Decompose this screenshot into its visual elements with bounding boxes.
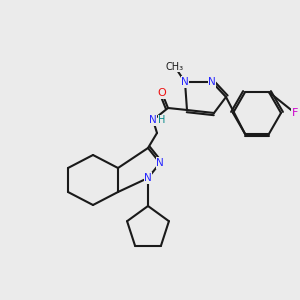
Text: N: N <box>156 158 164 168</box>
Text: H: H <box>158 115 166 125</box>
Text: F: F <box>292 108 298 118</box>
Text: N: N <box>149 115 157 125</box>
Text: N: N <box>144 173 152 183</box>
Text: O: O <box>158 88 166 98</box>
Text: N: N <box>181 77 189 87</box>
Text: CH₃: CH₃ <box>166 62 184 72</box>
Text: N: N <box>208 77 216 87</box>
